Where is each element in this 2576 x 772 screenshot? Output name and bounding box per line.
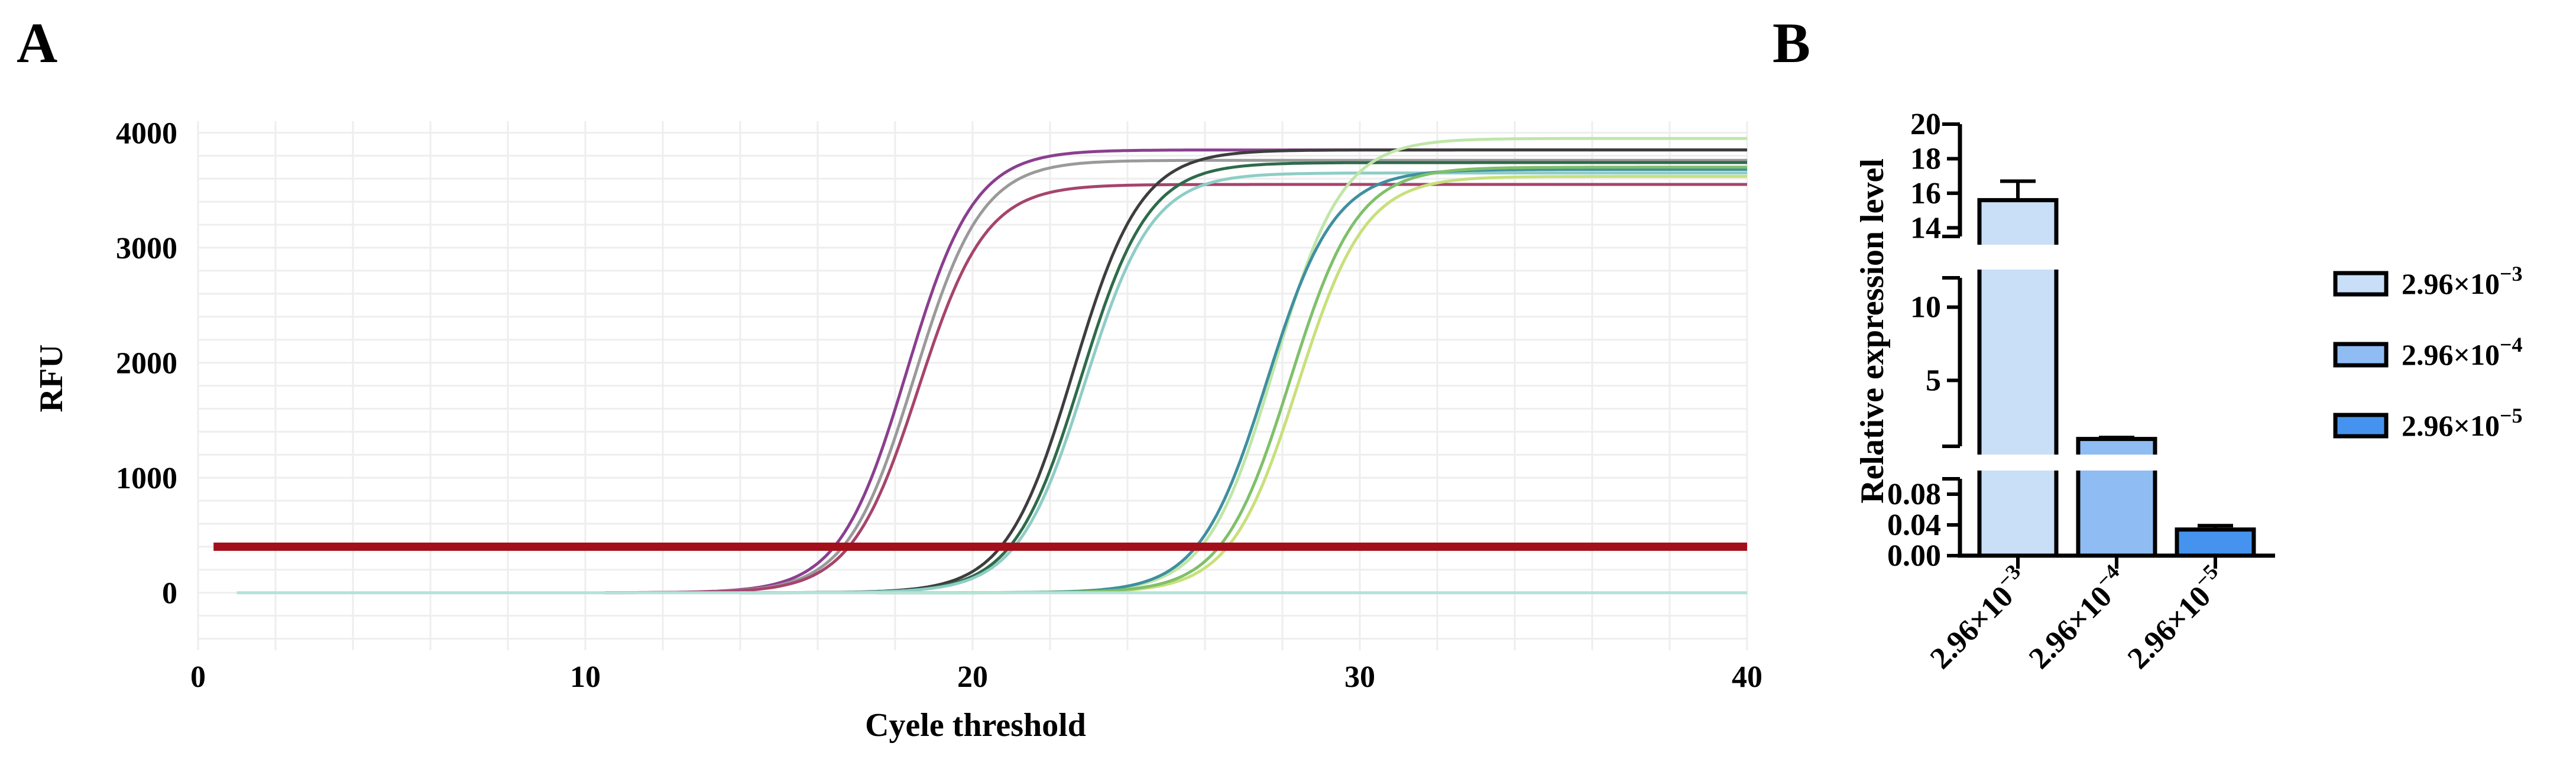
x-tick-labels: 0 10 20 30 40 <box>190 660 1762 694</box>
amplification-curve-5 <box>740 161 1747 595</box>
amplification-curve-10 <box>876 166 1747 595</box>
amplification-curve-3 <box>604 183 1747 595</box>
y-tick-label: 1000 <box>116 462 177 495</box>
category-label-1: 2.96×10−3 <box>1920 560 2036 676</box>
x-tick-label: 40 <box>1732 660 1762 694</box>
legend-label-2: 2.96×10−4 <box>2402 333 2523 371</box>
y-tick-label: 0 <box>162 577 177 611</box>
amplification-curve-8 <box>876 168 1747 595</box>
panel-a-label: A <box>17 11 57 74</box>
amplification-curves <box>236 137 1747 595</box>
y-tick-label: 10 <box>1910 291 1941 325</box>
y-tick-label: 0.08 <box>1887 478 1941 511</box>
amplification-curve-1 <box>604 148 1747 595</box>
amplification-curve-2 <box>604 158 1747 595</box>
x-tick-label: 10 <box>570 660 601 694</box>
bar-category-labels: 2.96×10−32.96×10−42.96×10−5 <box>1920 556 2234 676</box>
amplification-curve-4 <box>740 148 1747 595</box>
amplification-grid <box>197 121 1748 650</box>
y-tick-label: 20 <box>1910 108 1941 141</box>
y-tick-label: 2000 <box>116 347 177 381</box>
axis-break-gap-2 <box>1972 455 2279 471</box>
legend-label-1: 2.96×10−3 <box>2402 262 2523 300</box>
y-axis-title: RFU <box>33 344 70 412</box>
amplification-curve-9 <box>876 174 1747 595</box>
y-tick-labels: 0 1000 2000 3000 4000 <box>116 116 177 610</box>
axis-break-gap-1 <box>1972 245 2279 270</box>
legend: 2.96×10−3 2.96×10−4 2.96×10−5 <box>2333 262 2523 442</box>
y-tick-label: 14 <box>1910 211 1941 245</box>
y-tick-label: 5 <box>1926 364 1941 397</box>
amplification-chart: 0 10 20 30 40 0 1000 2000 3000 4000 Cyele thresh… <box>33 116 1762 744</box>
y-tick-label: 18 <box>1910 142 1941 176</box>
x-tick-label: 0 <box>190 660 206 694</box>
y-tick-label: 4000 <box>116 116 177 150</box>
amplification-curve-6 <box>740 171 1747 595</box>
y-tick-label: 0.00 <box>1887 539 1941 573</box>
expression-bars <box>1972 179 2279 558</box>
y-tick-label: 0.04 <box>1887 508 1941 542</box>
panel-b-label: B <box>1773 11 1810 74</box>
category-label-2: 2.96×10−4 <box>2019 560 2135 676</box>
y-tick-label: 16 <box>1910 177 1941 210</box>
bar-3 <box>2175 527 2256 558</box>
expression-y-axis-title: Relative expression level <box>1854 158 1891 504</box>
legend-swatch-2 <box>2333 342 2389 368</box>
legend-swatch-3 <box>2333 413 2389 439</box>
legend-label-3: 2.96×10−5 <box>2402 404 2523 442</box>
y-tick-label: 3000 <box>116 232 177 265</box>
legend-swatch-1 <box>2333 271 2389 297</box>
x-axis-title: Cyele threshold <box>865 707 1086 744</box>
x-tick-label: 30 <box>1344 660 1375 694</box>
category-label-3: 2.96×10−5 <box>2118 560 2234 676</box>
x-tick-label: 20 <box>957 660 988 694</box>
